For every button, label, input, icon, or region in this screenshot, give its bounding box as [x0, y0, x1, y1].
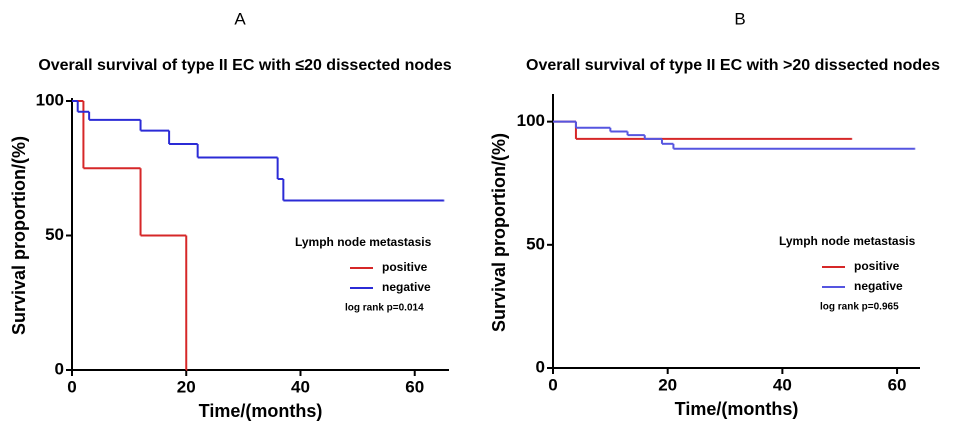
x-tick-label: 20 [177, 377, 196, 396]
y-tick-label: 50 [45, 225, 64, 244]
legend-label: positive [854, 259, 900, 273]
y-tick-label: 100 [517, 111, 545, 130]
x-tick-label: 40 [291, 377, 310, 396]
x-axis-label: Time/(months) [199, 401, 323, 421]
x-axis-label: Time/(months) [675, 399, 799, 419]
legend-label: negative [382, 280, 431, 294]
chart-title: Overall survival of type II EC with ≤20 … [38, 57, 451, 74]
x-tick-label: 20 [658, 375, 677, 394]
chart-title: Overall survival of type II EC with >20 … [526, 57, 940, 74]
y-axis-label: Survival proportion/(%) [9, 136, 29, 335]
legend-title: Lymph node metastasis [295, 235, 432, 249]
y-tick-label: 0 [536, 357, 545, 376]
x-tick-label: 60 [405, 377, 424, 396]
legend-label: negative [854, 279, 903, 293]
y-axis-label: Survival proportion/(%) [489, 133, 509, 332]
y-tick-label: 0 [55, 359, 64, 378]
legend-label: positive [382, 260, 428, 274]
note: log rank p=0.965 [820, 302, 899, 313]
x-tick-label: 0 [548, 375, 557, 394]
legend-title: Lymph node metastasis [779, 234, 916, 248]
x-tick-label: 0 [67, 377, 76, 396]
x-tick-label: 40 [773, 375, 792, 394]
panel-label: B [734, 9, 745, 28]
panel-label: A [234, 9, 246, 28]
x-tick-label: 60 [888, 375, 907, 394]
y-tick-label: 100 [36, 90, 64, 109]
note: log rank p=0.014 [345, 303, 424, 314]
y-tick-label: 50 [526, 234, 545, 253]
